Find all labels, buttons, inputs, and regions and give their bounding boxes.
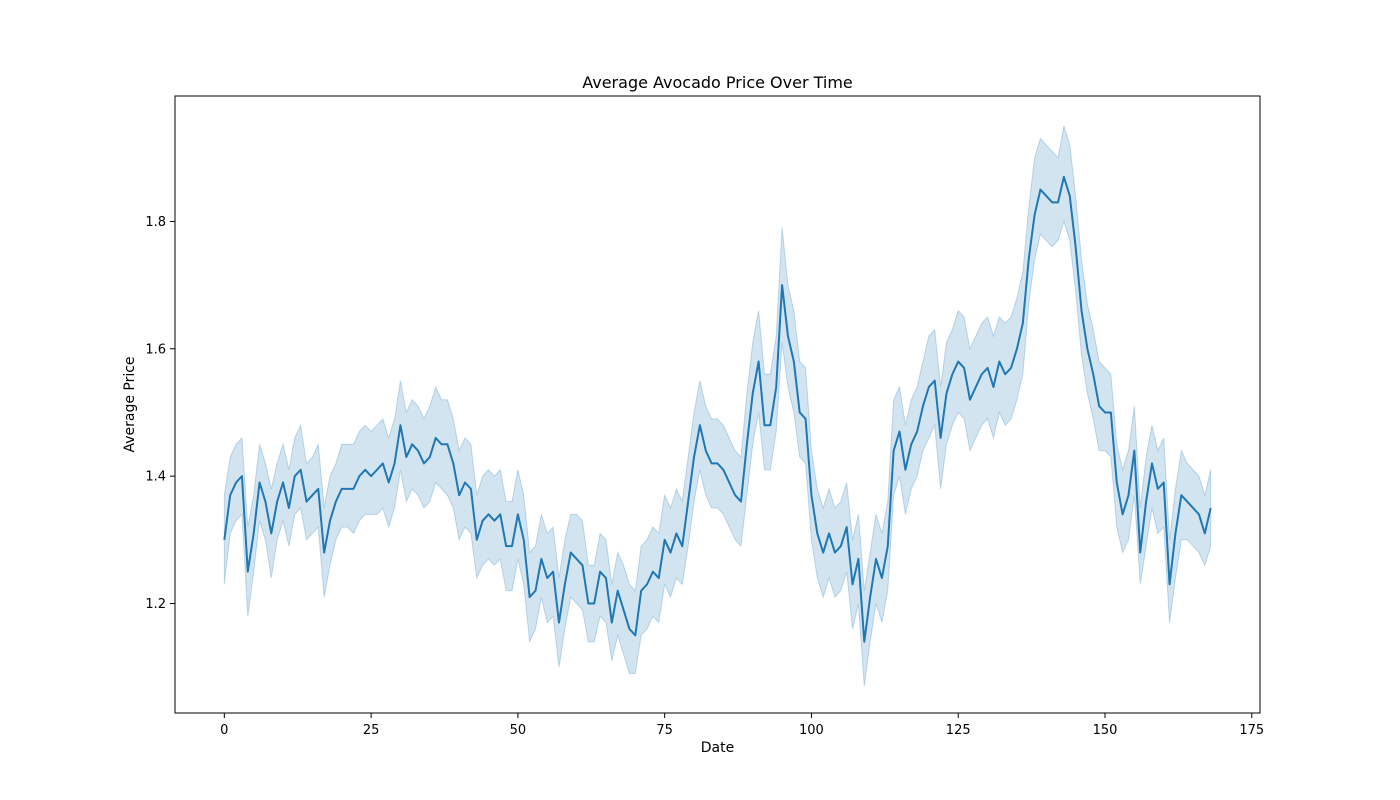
x-tick-label: 75 — [656, 723, 673, 738]
chart-title: Average Avocado Price Over Time — [582, 73, 853, 92]
x-axis: 0 25 50 75 100 125 150 175 — [220, 713, 1264, 738]
x-tick-label: 125 — [946, 723, 971, 738]
y-axis: 1.2 1.4 1.6 1.8 — [145, 215, 175, 612]
x-tick-label: 25 — [363, 723, 380, 738]
y-tick-label: 1.8 — [145, 215, 166, 230]
y-tick-label: 1.6 — [145, 342, 166, 357]
plot-frame — [174, 95, 1261, 714]
y-tick-label: 1.4 — [145, 470, 166, 485]
x-tick-label: 50 — [510, 723, 527, 738]
y-tick-label: 1.2 — [145, 597, 166, 612]
x-tick-label: 0 — [220, 723, 228, 738]
y-axis-label: Average Price — [122, 356, 138, 452]
x-tick-label: 150 — [1093, 723, 1118, 738]
plot-area — [223, 125, 1212, 687]
price-line — [223, 175, 1212, 643]
x-tick-label: 175 — [1239, 723, 1264, 738]
confidence-band — [223, 125, 1212, 687]
x-tick-label: 100 — [799, 723, 824, 738]
x-axis-label: Date — [701, 740, 734, 756]
